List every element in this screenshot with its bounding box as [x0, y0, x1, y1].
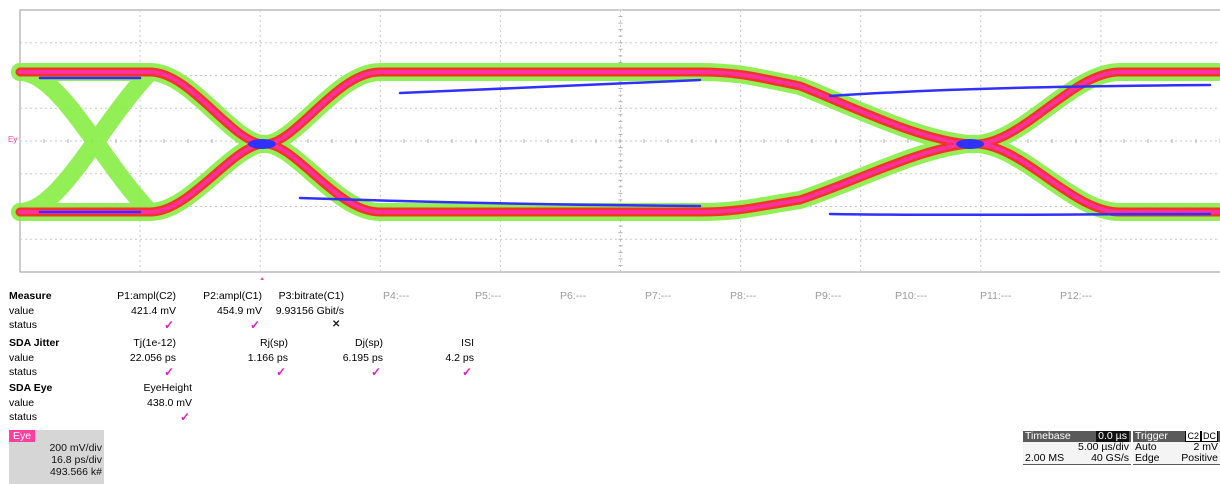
measure-row-label: value [9, 304, 35, 317]
measure-value: 421.4 mV [131, 304, 176, 317]
jitter-status-mark: ✓ [462, 364, 473, 379]
timebase-panel[interactable]: Timebase 0.0 µs 5.00 µs/div 2.00 MS 40 G… [1023, 431, 1131, 465]
timebase-title: Timebase [1025, 431, 1071, 442]
jitter-status-mark: ✓ [276, 364, 287, 379]
measure-slot-empty: P11:--- [980, 290, 1012, 302]
eye-trace-descriptor[interactable]: Eye 200 mV/div 16.8 ps/div 493.566 k# [9, 430, 104, 484]
eye-status-mark: ✓ [180, 409, 191, 424]
measure-row-label: Measure [9, 290, 52, 302]
measure-value: 454.9 mV [217, 304, 262, 317]
jitter-status-mark: ✓ [371, 364, 382, 379]
eye-diagram-display: Ey [8, 9, 1220, 280]
measure-header: P1:ampl(C2) [117, 290, 176, 302]
jitter-value: 1.166 ps [247, 351, 288, 364]
eye-tag: Eye [9, 430, 36, 442]
trigger-panel[interactable]: Trigger C2 DC Auto 2 mV Edge Positive [1133, 431, 1220, 465]
jitter-header: Tj(1e-12) [133, 337, 176, 349]
measure-row-label: status [9, 319, 38, 331]
jitter-header: ISI [461, 337, 474, 349]
eye-count: 493.566 k# [50, 466, 102, 478]
trace-marker-label: Ey [8, 135, 17, 144]
measure-slot-empty: P10:--- [895, 290, 928, 302]
jitter-value: 4.2 ps [445, 351, 474, 364]
measure-status-mark: ✓ [250, 317, 261, 332]
eye-row-label: value [9, 396, 35, 409]
eye-vdiv: 200 mV/div [49, 442, 102, 454]
eye-tdiv: 16.8 ps/div [51, 454, 102, 466]
measure-slot-empty: P12:--- [1060, 290, 1093, 302]
timebase-rate: 40 GS/s [1091, 452, 1129, 464]
eye-row-label: status [9, 411, 38, 423]
jitter-row-label: SDA Jitter [9, 337, 60, 349]
measure-status-mark: ✕ [332, 318, 341, 330]
eye-header: EyeHeight [143, 382, 192, 394]
jitter-row-label: status [9, 366, 38, 378]
measure-status-mark: ✓ [164, 317, 175, 332]
eye-value: 438.0 mV [147, 396, 192, 409]
measure-slot-empty: P4:--- [383, 290, 410, 302]
measure-slot-empty: P7:--- [645, 290, 672, 302]
jitter-row-label: value [9, 351, 35, 364]
trigger-level: 2 mV [1193, 441, 1218, 453]
jitter-header: Dj(sp) [355, 337, 383, 349]
trigger-coupling: DC [1201, 431, 1218, 442]
trigger-position-marker[interactable] [258, 277, 266, 280]
measure-slot-empty: P8:--- [730, 290, 757, 302]
timebase-tdiv: 5.00 µs/div [1023, 442, 1131, 453]
jitter-value: 6.195 ps [342, 351, 383, 364]
measure-slot-empty: P9:--- [815, 290, 842, 302]
measure-value: 9.93156 Gbit/s [275, 304, 344, 317]
trigger-mode: Auto [1135, 441, 1157, 453]
jitter-status-mark: ✓ [164, 364, 175, 379]
measure-slot-empty: P6:--- [560, 290, 587, 302]
trigger-title: Trigger [1135, 431, 1168, 442]
measure-header: P2:ampl(C1) [203, 290, 262, 302]
timebase-samples: 2.00 MS [1025, 452, 1065, 464]
jitter-value: 22.056 ps [129, 351, 176, 364]
trigger-source: C2 [1185, 431, 1201, 442]
measure-slot-empty: P5:--- [475, 290, 502, 302]
eye-row-label: SDA Eye [9, 382, 53, 394]
measure-header: P3:bitrate(C1) [278, 290, 344, 302]
trigger-slope: Positive [1181, 452, 1218, 464]
jitter-header: Rj(sp) [260, 337, 288, 349]
timebase-delay: 0.0 µs [1096, 431, 1129, 442]
trigger-type: Edge [1135, 452, 1160, 464]
